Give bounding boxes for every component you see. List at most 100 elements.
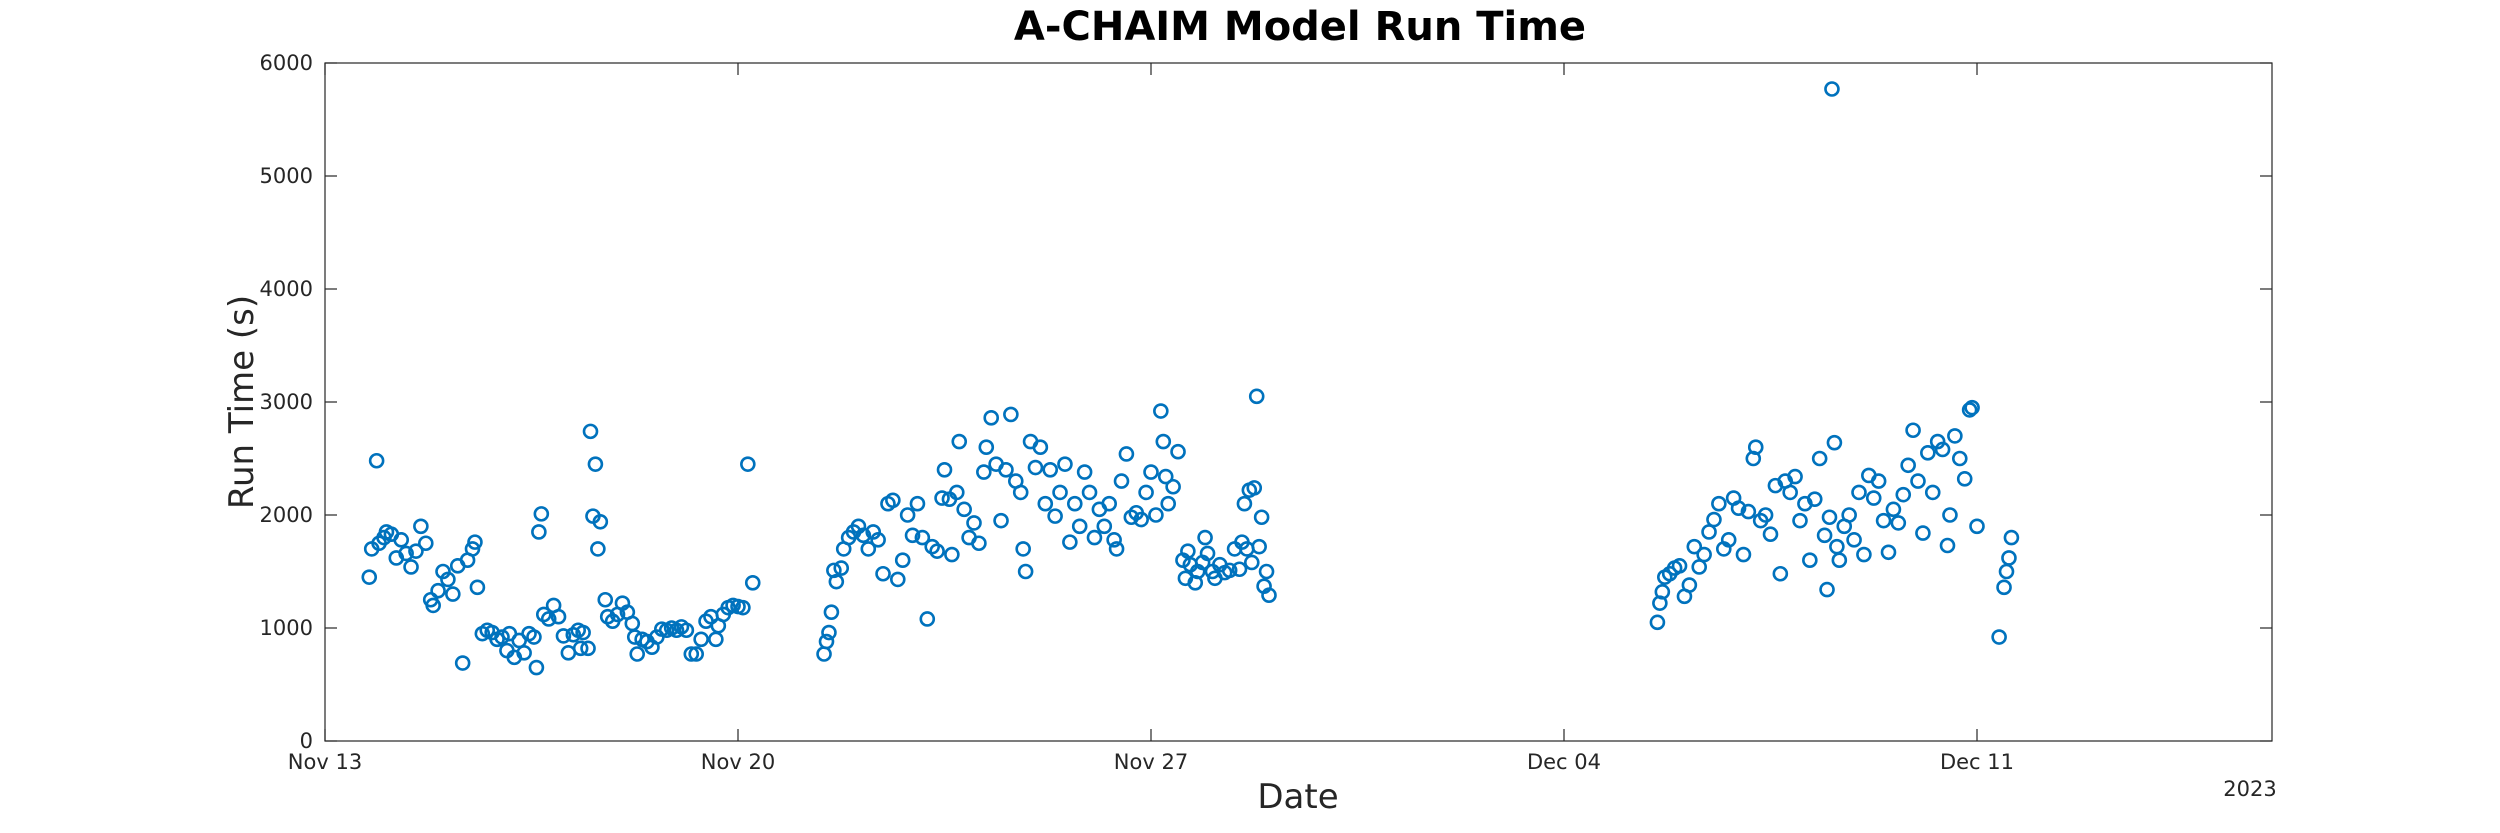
data-point <box>1870 473 1887 489</box>
data-point <box>1108 541 1125 557</box>
x-year-label: 2023 <box>2223 777 2276 801</box>
data-point <box>1829 538 1845 555</box>
data-point <box>885 492 901 509</box>
data-point <box>1057 456 1073 472</box>
data-point <box>1996 579 2012 596</box>
data-point <box>516 645 532 661</box>
data-point <box>1846 532 1862 548</box>
data-point <box>1856 546 1872 563</box>
data-point <box>1910 473 1926 489</box>
data-point <box>1865 490 1882 506</box>
x-tick-label: Nov 20 <box>701 750 775 774</box>
data-point <box>1686 538 1703 555</box>
data-point <box>1920 445 1936 461</box>
data-point <box>909 495 926 512</box>
data-point <box>870 532 886 548</box>
data-point <box>1248 388 1265 405</box>
data-point <box>1947 428 1963 444</box>
data-point <box>1221 562 1238 579</box>
data-point <box>361 569 378 585</box>
y-tick-label: 3000 <box>260 390 313 414</box>
data-point <box>398 545 414 562</box>
data-point <box>1047 508 1063 524</box>
x-tick-label: Dec 11 <box>1940 750 2014 774</box>
data-point <box>823 604 840 620</box>
data-point <box>580 640 596 657</box>
data-point <box>1017 563 1034 580</box>
data-point <box>1155 433 1172 450</box>
x-tick-label: Nov 27 <box>1114 750 1188 774</box>
data-point <box>1998 563 2015 580</box>
data-point <box>1118 446 1135 462</box>
data-point <box>1757 507 1774 523</box>
data-point <box>413 518 429 535</box>
data-point <box>816 646 832 662</box>
data-point <box>1032 439 1049 456</box>
data-point <box>1153 403 1169 419</box>
data-point <box>976 464 992 480</box>
data-point <box>1251 538 1267 555</box>
data-point <box>875 565 891 582</box>
data-point <box>393 532 410 548</box>
data-point <box>1037 495 1054 512</box>
data-point <box>1929 433 1946 450</box>
data-point <box>1143 464 1159 480</box>
data-point <box>1961 402 1978 418</box>
data-point <box>865 524 882 540</box>
data-point <box>1246 480 1263 496</box>
data-point <box>1701 524 1717 540</box>
data-point <box>1802 552 1818 569</box>
data-point <box>445 586 461 602</box>
data-point <box>528 659 545 676</box>
y-tick-label: 5000 <box>260 164 313 188</box>
data-point <box>550 608 567 625</box>
data-point <box>833 560 850 576</box>
data-point <box>1787 468 1803 485</box>
data-point <box>1042 461 1059 478</box>
data-point <box>1654 584 1671 600</box>
data-point <box>494 629 510 645</box>
data-point <box>860 541 877 557</box>
data-point <box>855 527 872 544</box>
plot-area <box>324 62 2273 742</box>
data-point <box>624 615 641 632</box>
data-point <box>1157 468 1174 485</box>
data-point <box>467 534 483 550</box>
data-point <box>956 501 972 518</box>
data-point <box>592 513 609 530</box>
data-point <box>1197 529 1213 546</box>
data-point <box>1747 439 1764 456</box>
data-point <box>1792 512 1808 529</box>
data-point <box>469 579 486 596</box>
data-point <box>899 507 916 523</box>
data-point <box>1071 518 1088 535</box>
data-point <box>590 541 606 557</box>
data-point <box>1841 507 1857 523</box>
data-point <box>1681 577 1698 593</box>
data-point <box>526 629 542 645</box>
x-tick-label: Dec 04 <box>1527 750 1601 774</box>
data-point <box>1762 526 1779 543</box>
data-point <box>403 559 419 575</box>
data-points <box>361 81 2020 676</box>
data-point <box>1900 457 1916 474</box>
data-point <box>454 655 471 671</box>
data-point <box>1924 484 1941 501</box>
y-axis-label: Run Time (s) <box>222 295 262 509</box>
y-tick-label: 0 <box>300 729 313 753</box>
data-point <box>1915 525 1931 541</box>
data-point <box>966 515 982 531</box>
axis-ticks: Nov 13 Nov 20 Nov 27 Dec 04 Dec 11 0 1000 2000 3… <box>260 51 2272 774</box>
data-point <box>1133 511 1149 528</box>
data-point <box>1148 507 1164 523</box>
data-point <box>1851 484 1867 501</box>
data-point <box>1905 422 1921 439</box>
data-point <box>904 527 921 544</box>
data-point <box>688 646 705 662</box>
data-point <box>889 571 906 588</box>
data-point <box>1939 537 1956 554</box>
data-point <box>575 624 591 641</box>
chart-title: A-CHAIM Model Run Time <box>1014 4 1586 50</box>
data-point <box>951 433 968 450</box>
